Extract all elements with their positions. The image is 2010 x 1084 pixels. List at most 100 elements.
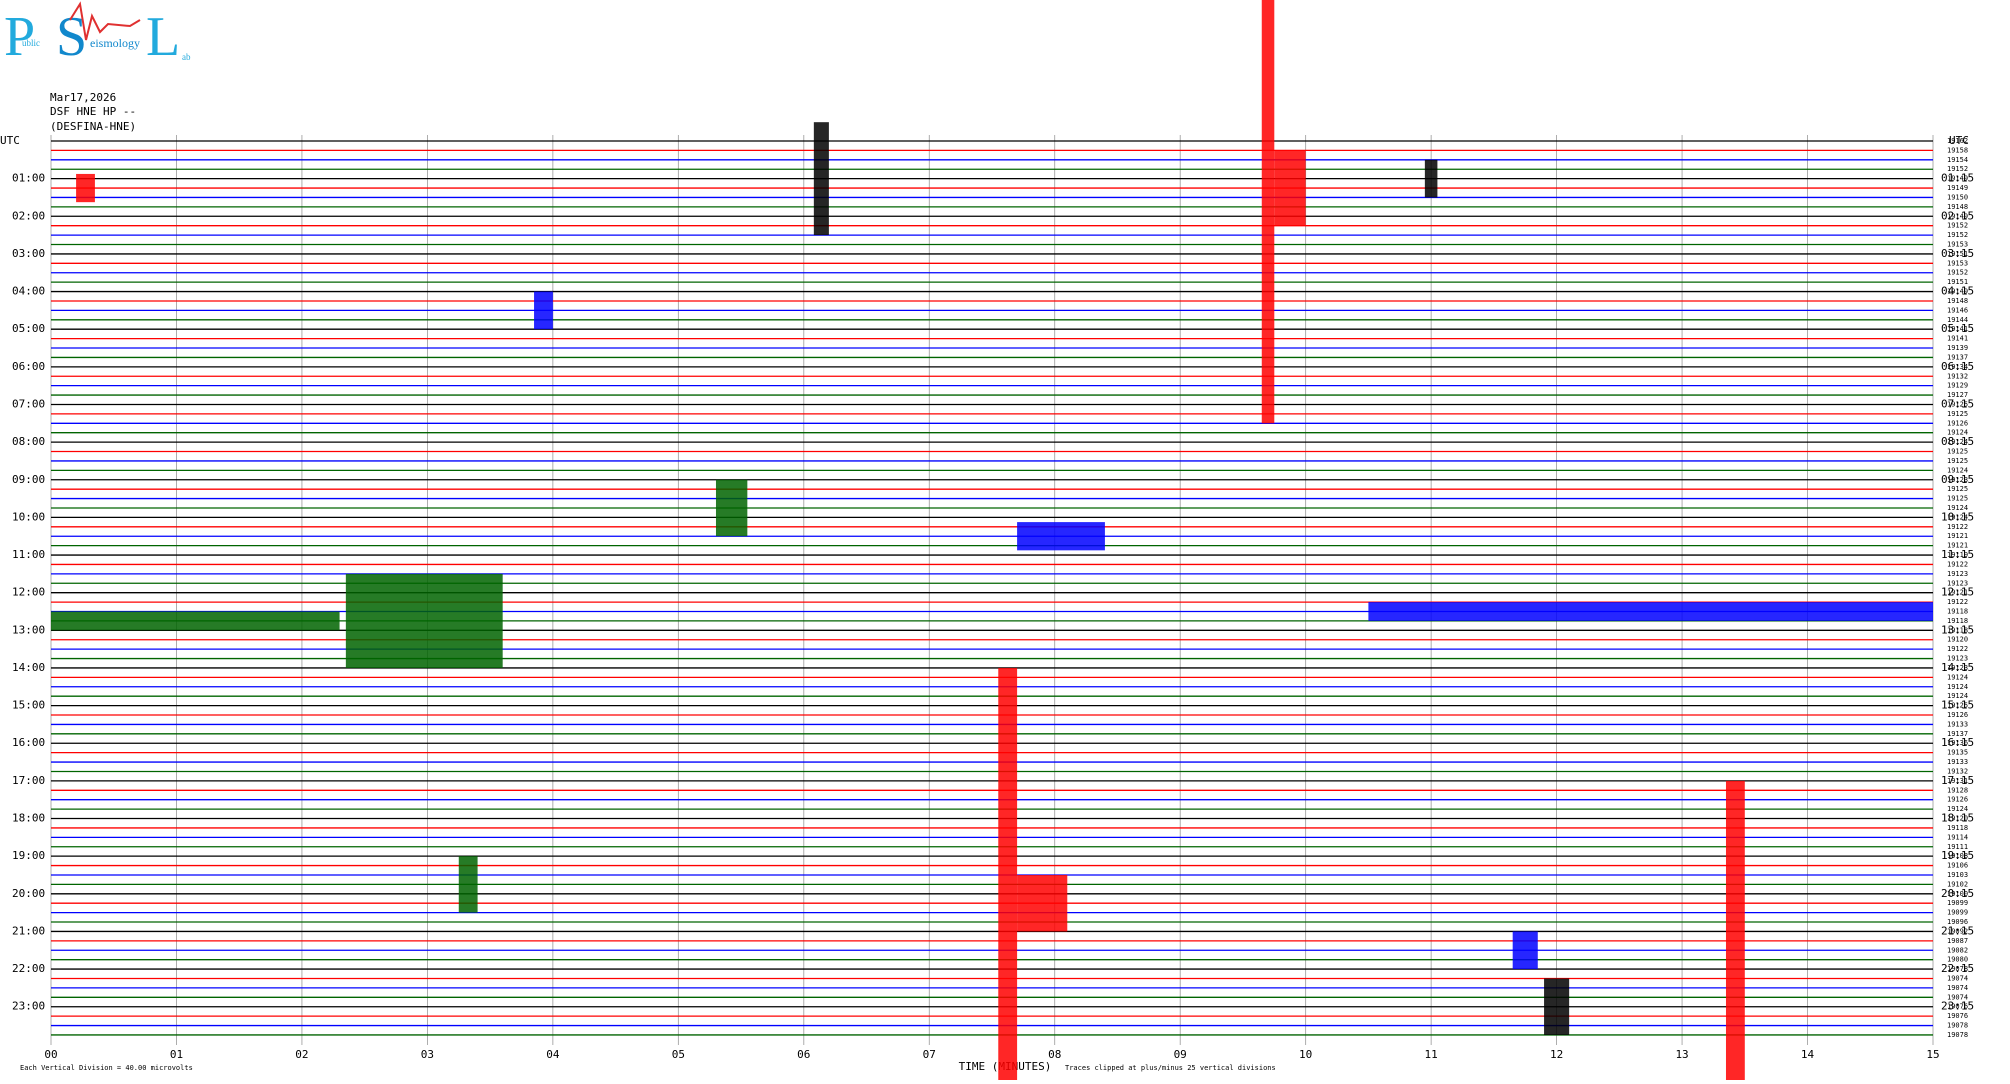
trace-value: 19125 (1947, 410, 1968, 418)
event-burst (998, 667, 1018, 1080)
trace-value: 19152 (1947, 222, 1968, 230)
trace-value: 19118 (1947, 824, 1968, 832)
right-hour-label: 11:15 (1941, 548, 1974, 561)
right-hour-label: 10:15 (1941, 510, 1974, 523)
trace-value: 19080 (1947, 956, 1968, 964)
trace-value: 19149 (1947, 184, 1968, 192)
left-hour-label: 13:00 (12, 623, 45, 636)
trace-value: 19122 (1947, 560, 1968, 568)
x-tick-label: 08 (1048, 1048, 1061, 1061)
trace-value: 19096 (1947, 918, 1968, 926)
trace-value: 19125 (1947, 400, 1968, 408)
trace-value: 19148 (1947, 203, 1968, 211)
trace-value: 19074 (1947, 974, 1968, 982)
left-hour-label: 08:00 (12, 435, 45, 448)
right-hour-label: 18:15 (1941, 812, 1974, 825)
left-hour-label: 23:00 (12, 1000, 45, 1013)
trace-value: 19121 (1947, 532, 1968, 540)
left-hour-label: 21:00 (12, 924, 45, 937)
right-hour-label: 19:15 (1941, 849, 1974, 862)
trace-value: 19129 (1947, 382, 1968, 390)
left-hour-label: 01:00 (12, 172, 45, 185)
left-hour-label: 11:00 (12, 548, 45, 561)
event-burst (76, 173, 95, 203)
trace-value: 19126 (1947, 419, 1968, 427)
trace-value: 19103 (1947, 871, 1968, 879)
trace-value: 19120 (1947, 636, 1968, 644)
right-hour-label: 03:15 (1941, 247, 1974, 260)
trace-value: 19100 (1947, 890, 1968, 898)
event-burst (534, 291, 553, 330)
trace-value: 19139 (1947, 344, 1968, 352)
trace-value: 19135 (1947, 749, 1968, 757)
event-burst (345, 573, 503, 668)
left-hour-label: 17:00 (12, 774, 45, 787)
left-hour-label: 16:00 (12, 736, 45, 749)
trace-value: 19076 (1947, 1012, 1968, 1020)
event-burst (1017, 522, 1105, 551)
clip-note: Traces clipped at plus/minus 25 vertical… (1065, 1064, 1276, 1072)
trace-value: 19074 (1947, 993, 1968, 1001)
event-burst (1424, 159, 1438, 198)
trace-value: 19133 (1947, 758, 1968, 766)
right-hour-label: 09:15 (1941, 473, 1974, 486)
trace-value: 19123 (1947, 579, 1968, 587)
trace-value: 19125 (1947, 495, 1968, 503)
logo-letter: L (146, 6, 180, 68)
trace-value: 19153 (1947, 259, 1968, 267)
left-hour-label: 04:00 (12, 285, 45, 298)
trace-value: 19078 (1947, 1031, 1968, 1039)
right-hour-label: 21:15 (1941, 924, 1974, 937)
event-burst (458, 856, 478, 913)
x-tick-label: 10 (1299, 1048, 1312, 1061)
trace-value: 19141 (1947, 335, 1968, 343)
trace-value: 19106 (1947, 862, 1968, 870)
trace-value: 19154 (1947, 156, 1968, 164)
trace-value: 19137 (1947, 730, 1968, 738)
event-burst (813, 122, 829, 236)
trace-value: 19108 (1947, 852, 1968, 860)
trace-value: 19124 (1947, 466, 1968, 474)
trace-value: 19122 (1947, 598, 1968, 606)
event-burst (51, 611, 340, 631)
event-burst (1017, 874, 1068, 932)
trace-value: 19082 (1947, 946, 1968, 954)
right-hour-label: 01:15 (1941, 172, 1974, 185)
logo-word: ublic (22, 38, 40, 48)
logo: P ublic S eismology L ab (4, 1, 191, 68)
trace-value: 19141 (1947, 325, 1968, 333)
trace-value: 19149 (1947, 288, 1968, 296)
event-burst (1725, 780, 1745, 1080)
trace-value: 19124 (1947, 683, 1968, 691)
left-hour-label: 14:00 (12, 661, 45, 674)
trace-value: 19122 (1947, 645, 1968, 653)
right-hour-label: 15:15 (1941, 699, 1974, 712)
x-tick-label: 00 (44, 1048, 57, 1061)
event-burst (1274, 150, 1306, 226)
trace-value: 19122 (1947, 523, 1968, 531)
right-hour-label: 20:15 (1941, 887, 1974, 900)
x-tick-label: 14 (1801, 1048, 1815, 1061)
trace-value: 19152 (1947, 231, 1968, 239)
trace-value: 19162 (1947, 137, 1968, 145)
left-hour-label: 19:00 (12, 849, 45, 862)
trace-value: 19132 (1947, 372, 1968, 380)
trace-value: 19123 (1947, 664, 1968, 672)
x-tick-label: 11 (1425, 1048, 1438, 1061)
event-burst (1261, 0, 1275, 424)
trace-value: 19125 (1947, 485, 1968, 493)
trace-value: 19151 (1947, 250, 1968, 258)
trace-value: 19124 (1947, 673, 1968, 681)
logo-letter: P (4, 6, 35, 68)
x-tick-label: 09 (1174, 1048, 1187, 1061)
trace-value: 19125 (1947, 702, 1968, 710)
station: DSF HNE HP -- (50, 105, 136, 118)
left-hour-label: 05:00 (12, 322, 45, 335)
left-hour-label: 03:00 (12, 247, 45, 260)
date: Mar17,2026 (50, 91, 116, 104)
right-hour-label: 13:15 (1941, 623, 1974, 636)
event-burst (1544, 978, 1570, 1035)
trace-value: 19078 (1947, 1022, 1968, 1030)
x-tick-label: 01 (170, 1048, 183, 1061)
right-hour-label: 08:15 (1941, 435, 1974, 448)
